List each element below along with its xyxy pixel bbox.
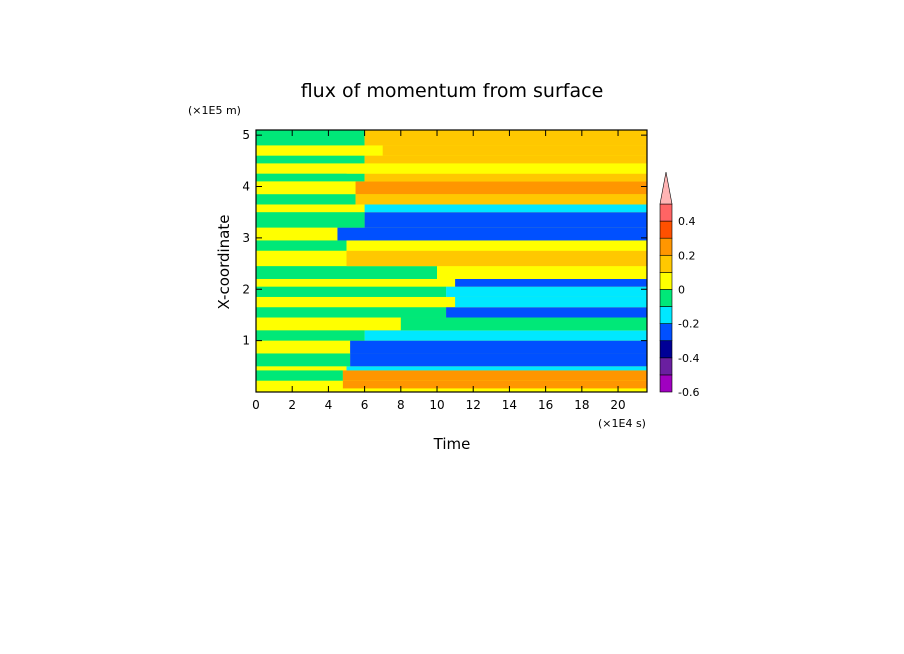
heatmap-band bbox=[364, 204, 647, 213]
colorbar-swatch bbox=[659, 220, 673, 239]
heatmap-cell bbox=[256, 240, 347, 251]
x-axis: 0 2 4 6 8 10 12 14 16 18 20 bbox=[252, 130, 626, 412]
x-tick-label: 14 bbox=[502, 398, 517, 412]
colorbar-swatch bbox=[659, 203, 673, 222]
heatmap-band bbox=[346, 240, 647, 251]
colorbar-extend-arrow bbox=[659, 171, 673, 205]
x-axis-label: Time bbox=[433, 435, 471, 453]
colorbar-swatch bbox=[659, 357, 673, 376]
heatmap-cell bbox=[256, 173, 365, 182]
colorbar-tick-label: 0.2 bbox=[678, 249, 696, 262]
x-tick-label: 18 bbox=[574, 398, 589, 412]
heatmap-band bbox=[346, 366, 647, 371]
colorbar-tick-label: 0 bbox=[678, 283, 685, 296]
colorbar-swatch bbox=[659, 306, 673, 324]
heatmap-band bbox=[355, 181, 647, 195]
colorbar-tick-label: -0.2 bbox=[678, 318, 699, 331]
y-tick-label: 2 bbox=[242, 282, 250, 296]
y-tick-label: 5 bbox=[242, 128, 250, 142]
y-axis-label: X-coordinate bbox=[215, 215, 233, 310]
colorbar-swatch bbox=[659, 289, 673, 307]
heatmap-band bbox=[342, 380, 647, 389]
heatmap-band bbox=[364, 130, 647, 146]
chart-title: flux of momentum from surface bbox=[301, 80, 604, 102]
x-tick-label: 20 bbox=[610, 398, 625, 412]
heatmap-band bbox=[355, 194, 647, 205]
colorbar-swatch bbox=[659, 340, 673, 359]
colorbar-swatch bbox=[659, 237, 673, 256]
x-tick-label: 12 bbox=[466, 398, 481, 412]
x-tick-label: 8 bbox=[397, 398, 405, 412]
y-axis: 1 2 3 4 5 bbox=[242, 128, 647, 348]
plot-area bbox=[255, 129, 648, 393]
x-tick-label: 10 bbox=[429, 398, 444, 412]
x-tick-label: 0 bbox=[252, 398, 260, 412]
y-tick-label: 1 bbox=[242, 334, 250, 348]
heatmap-band bbox=[446, 286, 647, 297]
y-unit-label: (×1E5 m) bbox=[188, 104, 241, 117]
heatmap-band bbox=[350, 353, 647, 367]
heatmap-cell bbox=[256, 212, 365, 228]
colorbar-swatch bbox=[659, 323, 673, 342]
heatmap-band bbox=[346, 250, 647, 267]
heatmap-band bbox=[364, 155, 647, 164]
heatmap-cell bbox=[256, 155, 365, 164]
plot-frame bbox=[255, 129, 648, 393]
heatmap-cell bbox=[256, 307, 447, 318]
colorbar-swatch bbox=[659, 374, 673, 393]
heatmap-band bbox=[364, 330, 647, 341]
heatmap-cell bbox=[256, 194, 356, 205]
heatmap-band bbox=[455, 296, 647, 308]
heatmap-band bbox=[256, 388, 647, 392]
colorbar-tick-label: 0.4 bbox=[678, 215, 696, 228]
heatmap-band bbox=[364, 173, 647, 182]
colorbar-swatch bbox=[659, 254, 673, 273]
colorbar-swatch bbox=[659, 272, 673, 290]
heatmap-band bbox=[350, 340, 647, 354]
x-unit-label: (×1E4 s) bbox=[598, 417, 646, 430]
x-tick-label: 2 bbox=[288, 398, 296, 412]
heatmap-band bbox=[446, 307, 647, 318]
x-tick-label: 4 bbox=[325, 398, 333, 412]
heatmap-band bbox=[364, 212, 647, 228]
heatmap-band bbox=[337, 227, 647, 241]
heatmap-cell bbox=[256, 330, 365, 341]
heatmap-cell bbox=[256, 353, 351, 367]
x-tick-label: 6 bbox=[361, 398, 369, 412]
heatmap-band bbox=[382, 145, 647, 156]
heatmap-band bbox=[346, 163, 647, 174]
heatmap-cell bbox=[256, 370, 343, 381]
heatmap-band bbox=[437, 266, 647, 279]
colorbar-legend: -0.6 -0.4 -0.2 0 0.2 0.4 bbox=[659, 171, 699, 399]
heatmap-cell bbox=[256, 266, 438, 279]
heatmap-cell bbox=[256, 286, 447, 297]
x-tick-label: 16 bbox=[538, 398, 553, 412]
heatmap-band bbox=[342, 370, 647, 381]
heatmap-band bbox=[455, 278, 647, 287]
heatmap-band bbox=[400, 317, 647, 331]
heatmap-cell bbox=[256, 130, 365, 146]
y-tick-label: 3 bbox=[242, 231, 250, 245]
colorbar-tick-label: -0.4 bbox=[678, 352, 699, 365]
colorbar-tick-label: -0.6 bbox=[678, 386, 699, 399]
y-tick-label: 4 bbox=[242, 180, 250, 194]
